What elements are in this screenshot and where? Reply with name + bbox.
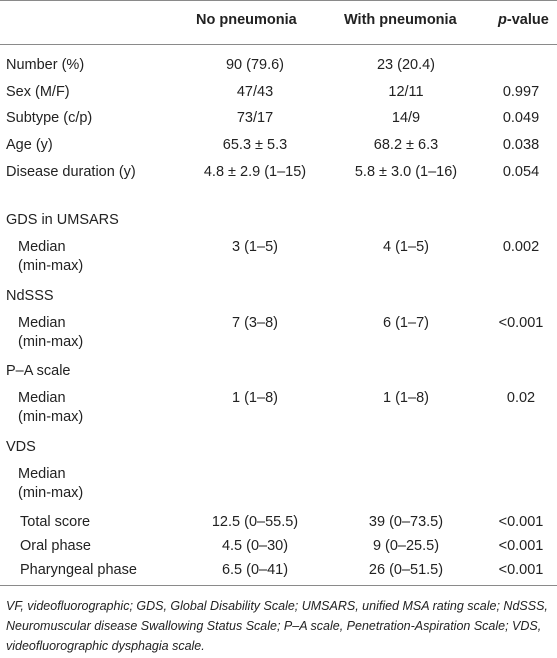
- cell-no-pneumonia: 4.8 ± 2.9 (1–15): [203, 164, 307, 180]
- cell-p-value: <0.001: [498, 538, 544, 554]
- cell-no-pneumonia: 4.5 (0–30): [221, 538, 289, 554]
- cell-with-pneumonia: 23 (20.4): [376, 57, 436, 73]
- cell-p-value: 0.002: [502, 239, 540, 255]
- row-label: Total score: [20, 514, 91, 530]
- cell-with-pneumonia: 68.2 ± 6.3: [373, 137, 439, 153]
- cell-no-pneumonia: 65.3 ± 5.3: [222, 137, 288, 153]
- cell-with-pneumonia: 1 (1–8): [383, 390, 429, 406]
- row-label: Age (y): [6, 137, 53, 153]
- header-rule: [0, 44, 557, 45]
- cell-p-value: 0.054: [502, 164, 540, 180]
- table-top-rule: [0, 0, 557, 1]
- row-label: Sex (M/F): [6, 84, 70, 100]
- cell-with-pneumonia: 12/11: [388, 84, 424, 100]
- cell-with-pneumonia: 26 (0–51.5): [368, 562, 444, 578]
- table-bottom-rule: [0, 585, 557, 586]
- row-section-label: NdSSS: [6, 288, 54, 304]
- cell-no-pneumonia: 90 (79.6): [225, 57, 285, 73]
- cell-p-value: <0.001: [498, 315, 544, 331]
- row-label: Number (%): [6, 57, 85, 73]
- cell-no-pneumonia: 73/17: [236, 110, 274, 126]
- cell-p-value: 0.038: [502, 137, 540, 153]
- cell-no-pneumonia: 6.5 (0–41): [221, 562, 289, 578]
- cell-p-value: <0.001: [498, 514, 544, 530]
- table-footnote: VF, videofluorographic; GDS, Global Disa…: [6, 599, 548, 653]
- cell-with-pneumonia: 39 (0–73.5): [368, 514, 444, 530]
- cell-with-pneumonia: 9 (0–25.5): [372, 538, 440, 554]
- cell-no-pneumonia: 47/43: [236, 84, 274, 100]
- row-label: Pharyngeal phase: [20, 562, 137, 578]
- cell-with-pneumonia: 6 (1–7): [383, 315, 429, 331]
- cell-with-pneumonia: 14/9: [391, 110, 421, 126]
- p-letter: p: [498, 12, 507, 28]
- cell-no-pneumonia: 3 (1–5): [232, 239, 278, 255]
- cell-p-value: 0.02: [506, 390, 536, 406]
- row-label: Median (min-max): [18, 315, 84, 350]
- cell-p-value: <0.001: [498, 562, 544, 578]
- row-label: Median (min-max): [18, 239, 84, 274]
- cell-no-pneumonia: 7 (3–8): [232, 315, 278, 331]
- row-section-label: VDS: [6, 439, 36, 455]
- row-label: Oral phase: [20, 538, 91, 554]
- row-label: Subtype (c/p): [6, 110, 93, 126]
- row-label: Median (min-max): [18, 466, 84, 501]
- cell-with-pneumonia: 5.8 ± 3.0 (1–16): [354, 164, 458, 180]
- cell-p-value: 0.049: [502, 110, 540, 126]
- p-value-suffix: -value: [506, 12, 549, 28]
- column-header-with-pneumonia: With pneumonia: [344, 12, 457, 28]
- cell-no-pneumonia: 12.5 (0–55.5): [211, 514, 299, 530]
- cell-with-pneumonia: 4 (1–5): [383, 239, 429, 255]
- cell-p-value: 0.997: [502, 84, 540, 100]
- row-label: Disease duration (y): [6, 164, 136, 180]
- row-section-label: GDS in UMSARS: [6, 212, 119, 228]
- column-header-p-value: p-value: [498, 12, 549, 28]
- column-header-no-pneumonia: No pneumonia: [196, 12, 297, 28]
- cell-no-pneumonia: 1 (1–8): [232, 390, 278, 406]
- row-section-label: P–A scale: [6, 363, 71, 379]
- row-label: Median (min-max): [18, 390, 84, 425]
